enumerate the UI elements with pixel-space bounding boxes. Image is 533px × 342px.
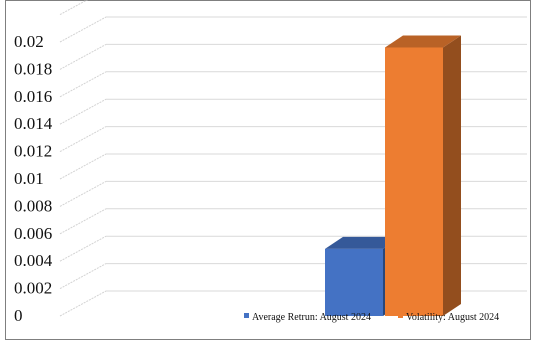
y-tick-label: 0.016 — [14, 87, 52, 106]
y-tick-label: 0.006 — [14, 224, 52, 243]
legend-label: Average Retrun: August 2024 — [252, 312, 371, 323]
y-tick-label: 0 — [14, 306, 23, 325]
legend-swatch — [398, 313, 403, 318]
gridline-diagonal — [59, 153, 107, 180]
bar — [325, 248, 383, 316]
bar-top — [325, 236, 401, 249]
y-tick-label: 0.018 — [14, 59, 52, 78]
gridline-diagonal — [59, 208, 107, 235]
y-tick-label: 0.004 — [14, 251, 53, 270]
gridline-diagonal — [59, 126, 107, 153]
y-tick-label: 0.014 — [14, 114, 53, 133]
y-tick-label: 0.01 — [14, 169, 44, 188]
y-tick-label: 0.012 — [14, 142, 52, 161]
gridline-diagonal — [59, 180, 107, 207]
gridline-diagonal — [59, 263, 107, 290]
legend-swatch — [244, 313, 249, 318]
gridline-diagonal — [59, 290, 107, 317]
gridline-diagonal — [59, 98, 107, 125]
gridline-diagonal — [59, 16, 107, 43]
bar-top — [385, 35, 461, 48]
legend-label: Volatility: August 2024 — [406, 312, 499, 323]
y-tick-label: 0.002 — [14, 279, 52, 298]
bar — [385, 47, 443, 316]
y-tick-label: 0.008 — [14, 196, 52, 215]
gridline-diagonal — [59, 43, 107, 70]
gridline-diagonal — [59, 0, 88, 16]
y-tick-label: 0.02 — [14, 32, 44, 51]
bar-side — [443, 35, 461, 316]
gridline-diagonal — [59, 235, 107, 262]
gridline-diagonal — [59, 71, 107, 98]
